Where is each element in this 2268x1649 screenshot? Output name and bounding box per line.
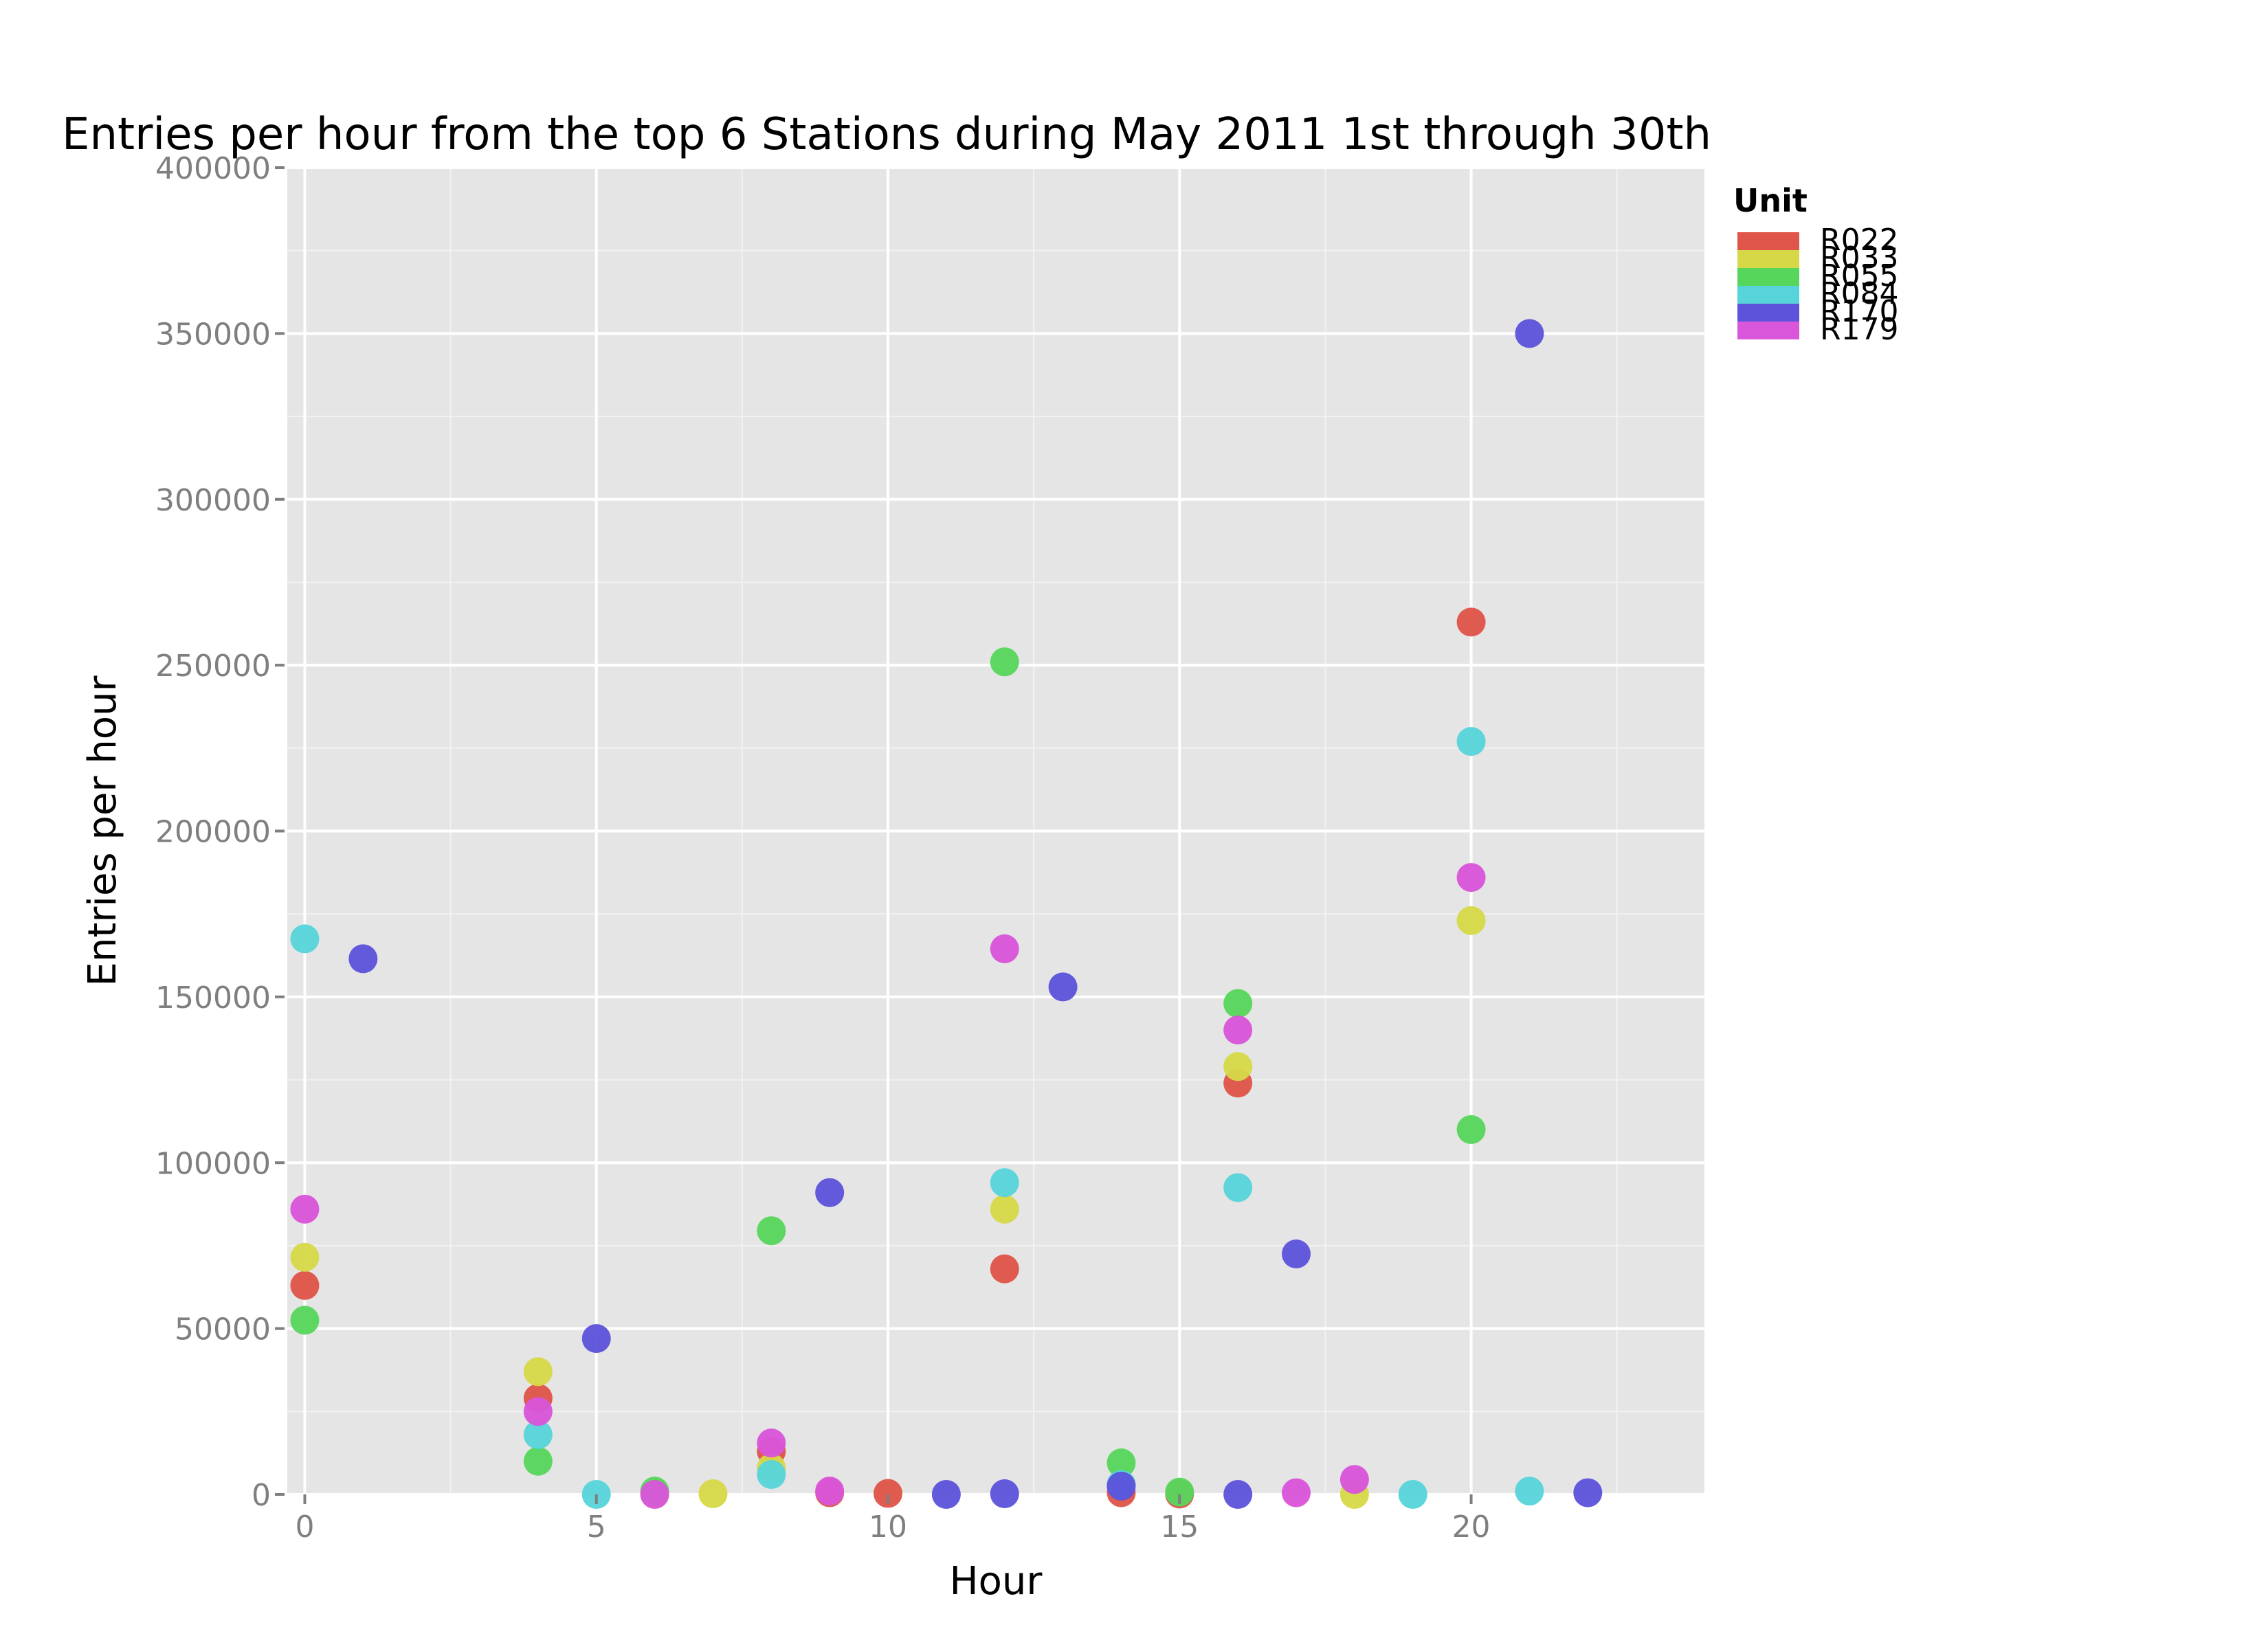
data-point-r055: [990, 647, 1019, 677]
legend-swatch: [1737, 268, 1799, 286]
data-point-r055: [1165, 1477, 1194, 1507]
legend-swatch: [1737, 232, 1799, 250]
data-point-r022: [990, 1254, 1019, 1283]
legend-label: R179: [1820, 312, 1899, 347]
data-point-r084: [1223, 1173, 1253, 1202]
data-point-r084: [290, 924, 320, 954]
legend-label: R170: [1820, 294, 1899, 329]
data-point-r179: [1223, 1016, 1253, 1045]
legend-title: Unit: [1733, 182, 1808, 219]
data-point-r084: [757, 1460, 786, 1490]
data-point-r033: [290, 1242, 320, 1272]
data-points: [290, 319, 1603, 1509]
legend-label: R084: [1820, 276, 1899, 311]
data-point-r179: [640, 1480, 669, 1509]
data-point-r170: [1282, 1239, 1311, 1269]
data-point-r179: [990, 934, 1019, 963]
x-tick-label: 15: [1160, 1510, 1199, 1545]
data-point-r084: [1515, 1477, 1544, 1506]
data-point-r084: [523, 1420, 553, 1450]
data-point-r170: [1515, 319, 1544, 348]
y-tick-label: 200000: [155, 815, 271, 850]
x-axis-label: Hour: [950, 1559, 1043, 1604]
data-point-r022: [874, 1479, 903, 1508]
data-point-r170: [581, 1324, 611, 1354]
chart-title: Entries per hour from the top 6 Stations…: [62, 109, 1711, 160]
data-point-r170: [1573, 1478, 1603, 1507]
x-tick-label: 0: [295, 1510, 314, 1545]
data-point-r084: [990, 1168, 1019, 1198]
legend-swatch: [1737, 286, 1799, 304]
y-tick-label: 350000: [155, 317, 271, 352]
legend-swatch: [1737, 304, 1799, 322]
data-point-r170: [990, 1479, 1019, 1509]
data-point-r022: [290, 1270, 320, 1300]
data-point-r033: [1456, 906, 1486, 935]
legend-swatch: [1737, 322, 1799, 339]
legend-label: R022: [1820, 223, 1899, 258]
data-point-r084: [1456, 727, 1486, 756]
x-tick-label: 20: [1452, 1510, 1491, 1545]
data-point-r170: [1223, 1480, 1253, 1509]
data-point-r179: [815, 1477, 845, 1506]
axes: 0 5 10 15 20 0 50000 100000 150000 200000 250000 30…: [155, 151, 1491, 1545]
data-point-r179: [1339, 1465, 1369, 1494]
y-axis-label: Entries per hour: [80, 675, 125, 987]
data-point-r170: [931, 1480, 961, 1509]
y-tick-label: 400000: [155, 151, 271, 186]
data-point-r033: [523, 1357, 553, 1387]
x-tick-label: 10: [869, 1510, 907, 1545]
y-tick-label: 300000: [155, 483, 271, 518]
data-point-r084: [1398, 1480, 1427, 1509]
data-point-r033: [990, 1194, 1019, 1224]
y-tick-label: 150000: [155, 980, 271, 1016]
data-point-r179: [290, 1194, 320, 1224]
y-tick-label: 0: [252, 1478, 271, 1513]
data-point-r179: [523, 1397, 553, 1426]
data-point-r170: [1107, 1471, 1136, 1501]
data-point-r055: [290, 1305, 320, 1335]
data-point-r033: [698, 1479, 728, 1509]
data-point-r055: [1107, 1448, 1136, 1478]
data-point-r022: [1456, 607, 1486, 637]
data-point-r179: [1282, 1478, 1311, 1507]
data-point-r170: [348, 944, 378, 974]
y-tick-label: 250000: [155, 649, 271, 684]
data-point-r055: [1223, 989, 1253, 1018]
data-point-r055: [523, 1446, 553, 1476]
x-tick-label: 5: [587, 1510, 606, 1545]
data-point-r055: [757, 1216, 786, 1246]
data-point-r179: [757, 1428, 786, 1458]
y-tick-label: 50000: [175, 1312, 271, 1347]
legend-label: R033: [1820, 240, 1899, 276]
legend-label: R055: [1820, 258, 1899, 293]
data-point-r033: [1223, 1052, 1253, 1081]
major-gridlines: [287, 166, 1704, 1496]
legend-swatch: [1737, 250, 1799, 268]
data-point-r179: [1456, 863, 1486, 893]
data-point-r170: [1048, 972, 1078, 1002]
data-point-r055: [1456, 1114, 1486, 1144]
data-point-r170: [815, 1178, 845, 1207]
y-tick-label: 100000: [155, 1146, 271, 1181]
